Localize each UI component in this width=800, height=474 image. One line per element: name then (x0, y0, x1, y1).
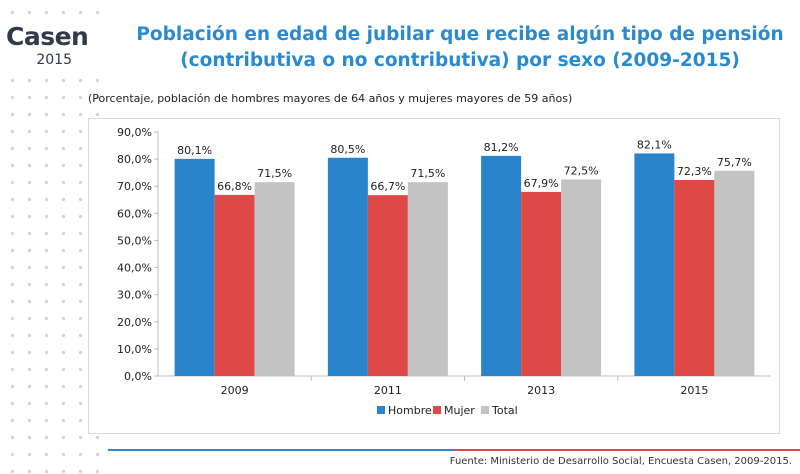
y-tick-label: 20,0% (117, 316, 152, 329)
bar-hombre-2015 (634, 153, 675, 376)
logo-word: Casen (6, 22, 89, 51)
bar-total-2009 (254, 182, 295, 376)
legend-label: Hombre (388, 404, 432, 417)
bar-hombre-2009 (174, 158, 215, 376)
data-label: 80,5% (330, 143, 365, 156)
y-tick-label: 80,0% (117, 153, 152, 166)
casen-logo: Casen 2015 (2, 22, 102, 78)
legend-swatch-total (481, 406, 489, 414)
bar-mujer-2011 (367, 195, 408, 376)
data-label: 81,2% (484, 141, 519, 154)
data-label: 66,7% (370, 180, 405, 193)
chart-title-line-1: Población en edad de jubilar que recibe … (136, 24, 784, 45)
bar-total-2013 (561, 179, 602, 376)
x-tick-label: 2009 (221, 384, 249, 397)
chart-frame: 0,0% 10,0% 20,0% 30,0% 40,0% 50,0% 60,0% 70,0% 8… (88, 118, 780, 434)
source-note: Fuente: Ministerio de Desarrollo Social,… (449, 456, 792, 467)
legend-label: Total (491, 404, 518, 417)
bar-hombre-2011 (327, 157, 368, 376)
bar-hombre-2013 (481, 155, 522, 376)
bar-total-2015 (714, 170, 755, 376)
y-tick-label: 10,0% (117, 343, 152, 356)
bar-mujer-2009 (214, 194, 255, 376)
x-tick-label: 2011 (374, 384, 402, 397)
chart-subtitle: (Porcentaje, población de hombres mayore… (88, 92, 573, 105)
x-tick-label: 2013 (527, 384, 555, 397)
bar-total-2011 (407, 182, 448, 376)
legend-label: Mujer (444, 404, 475, 417)
bar-mujer-2013 (521, 191, 562, 376)
legend-swatch-hombre (377, 406, 385, 414)
y-tick-label: 40,0% (117, 262, 152, 275)
y-tick-label: 70,0% (117, 180, 152, 193)
y-tick-label: 90,0% (117, 126, 152, 139)
data-label: 67,9% (524, 177, 559, 190)
y-tick-label: 50,0% (117, 234, 152, 247)
y-tick-label: 60,0% (117, 207, 152, 220)
data-label: 72,5% (564, 164, 599, 177)
data-label: 71,5% (410, 167, 445, 180)
bar-mujer-2015 (674, 179, 715, 376)
data-label: 75,7% (717, 156, 752, 169)
data-label: 82,1% (637, 138, 672, 151)
data-label: 80,1% (177, 144, 212, 157)
y-tick-label: 0,0% (124, 370, 152, 383)
data-label: 72,3% (677, 165, 712, 178)
legend-swatch-mujer (433, 406, 441, 414)
dot-pattern-decoration (0, 0, 100, 474)
data-label: 71,5% (257, 167, 292, 180)
y-tick-label: 30,0% (117, 289, 152, 302)
bar-chart: 0,0% 10,0% 20,0% 30,0% 40,0% 50,0% 60,0% 70,0% 8… (117, 126, 771, 417)
data-label: 66,8% (217, 180, 252, 193)
chart-title-line-2: (contributiva o no contributiva) por sex… (180, 50, 740, 71)
x-tick-label: 2015 (680, 384, 708, 397)
footer-divider (108, 449, 800, 451)
logo-year: 2015 (36, 52, 72, 68)
